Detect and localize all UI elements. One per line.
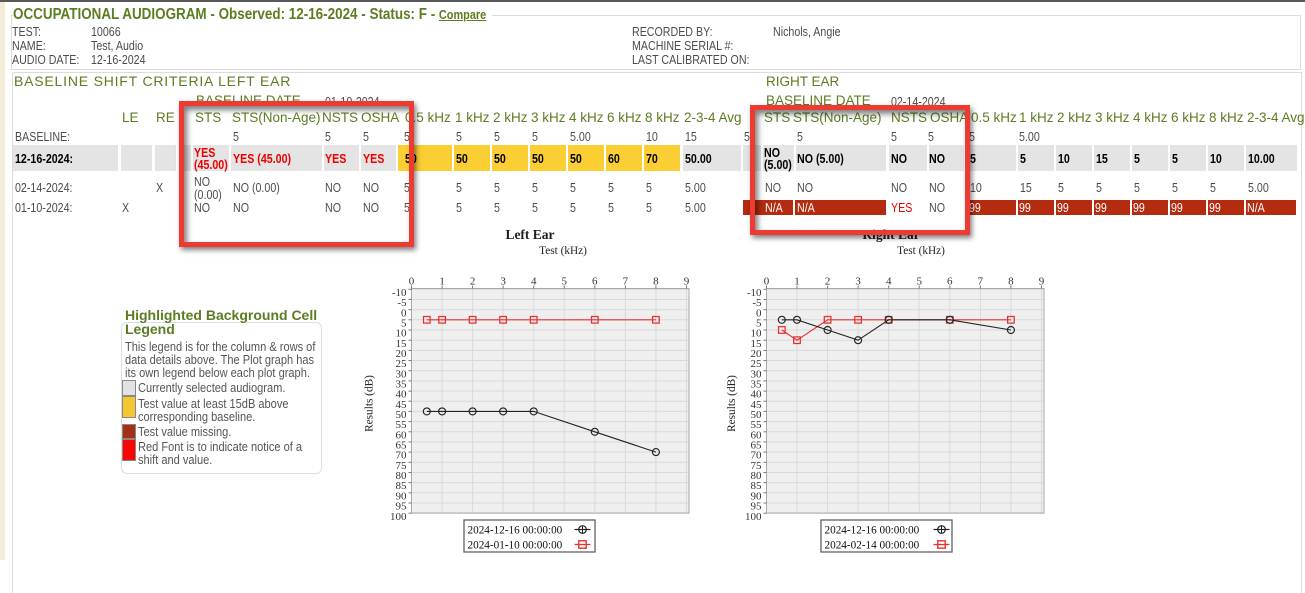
svg-text:60: 60 (751, 429, 763, 441)
svg-text:9: 9 (1039, 276, 1045, 288)
svg-text:65: 65 (396, 440, 408, 452)
svg-text:70: 70 (751, 450, 763, 462)
svg-text:30: 30 (396, 368, 408, 380)
svg-text:10: 10 (396, 328, 408, 340)
svg-text:85: 85 (396, 480, 408, 492)
svg-text:8: 8 (653, 276, 659, 288)
svg-text:80: 80 (396, 470, 408, 482)
svg-text:75: 75 (396, 460, 408, 472)
svg-text:0: 0 (401, 307, 407, 319)
svg-text:0: 0 (409, 276, 415, 288)
svg-text:2024-12-16 00:00:00: 2024-12-16 00:00:00 (468, 525, 563, 537)
svg-text:65: 65 (751, 440, 763, 452)
svg-text:50: 50 (751, 409, 763, 421)
svg-text:0: 0 (764, 276, 770, 288)
svg-text:1: 1 (794, 276, 800, 288)
svg-text:4: 4 (886, 276, 892, 288)
svg-text:3: 3 (855, 276, 861, 288)
svg-text:2024-01-10 00:00:00: 2024-01-10 00:00:00 (468, 540, 563, 552)
svg-text:Left Ear: Left Ear (505, 227, 554, 242)
svg-text:95: 95 (751, 501, 763, 513)
svg-text:15: 15 (751, 338, 763, 350)
svg-text:Test (kHz): Test (kHz) (539, 245, 587, 257)
svg-text:75: 75 (751, 460, 763, 472)
svg-text:5: 5 (401, 317, 407, 329)
svg-text:Results (dB): Results (dB) (364, 375, 376, 432)
svg-text:2024-12-16 00:00:00: 2024-12-16 00:00:00 (825, 525, 920, 537)
svg-text:25: 25 (751, 358, 763, 370)
svg-text:100: 100 (745, 511, 762, 523)
svg-text:7: 7 (623, 276, 629, 288)
svg-text:0: 0 (756, 307, 762, 319)
svg-text:70: 70 (396, 450, 408, 462)
svg-text:90: 90 (751, 490, 763, 502)
svg-text:-5: -5 (752, 297, 762, 309)
svg-text:5: 5 (561, 276, 567, 288)
svg-text:9: 9 (684, 276, 690, 288)
svg-text:6: 6 (592, 276, 598, 288)
svg-text:35: 35 (396, 379, 408, 391)
svg-text:45: 45 (396, 399, 408, 411)
svg-text:20: 20 (396, 348, 408, 360)
svg-text:2024-02-14 00:00:00: 2024-02-14 00:00:00 (825, 540, 920, 552)
svg-text:95: 95 (396, 501, 408, 513)
svg-text:8: 8 (1008, 276, 1014, 288)
svg-text:25: 25 (396, 358, 408, 370)
svg-text:30: 30 (751, 368, 763, 380)
svg-text:55: 55 (396, 419, 408, 431)
svg-text:80: 80 (751, 470, 763, 482)
svg-text:5: 5 (756, 317, 762, 329)
svg-text:60: 60 (396, 429, 408, 441)
svg-text:2: 2 (825, 276, 831, 288)
svg-text:7: 7 (978, 276, 984, 288)
svg-text:55: 55 (751, 419, 763, 431)
svg-text:1: 1 (439, 276, 445, 288)
svg-text:6: 6 (947, 276, 953, 288)
svg-text:35: 35 (751, 379, 763, 391)
svg-text:3: 3 (500, 276, 506, 288)
svg-text:40: 40 (396, 389, 408, 401)
svg-text:85: 85 (751, 480, 763, 492)
svg-text:Results (dB): Results (dB) (726, 375, 738, 432)
svg-text:40: 40 (751, 389, 763, 401)
svg-text:2: 2 (470, 276, 476, 288)
svg-text:Test (kHz): Test (kHz) (897, 245, 945, 257)
svg-text:5: 5 (916, 276, 922, 288)
svg-text:90: 90 (396, 490, 408, 502)
svg-text:100: 100 (390, 511, 407, 523)
svg-text:15: 15 (396, 338, 408, 350)
svg-text:4: 4 (531, 276, 537, 288)
svg-text:-10: -10 (747, 287, 762, 299)
svg-text:-10: -10 (392, 287, 407, 299)
svg-text:20: 20 (751, 348, 763, 360)
svg-text:-5: -5 (397, 297, 407, 309)
svg-text:45: 45 (751, 399, 763, 411)
svg-text:50: 50 (396, 409, 408, 421)
svg-text:10: 10 (751, 328, 763, 340)
